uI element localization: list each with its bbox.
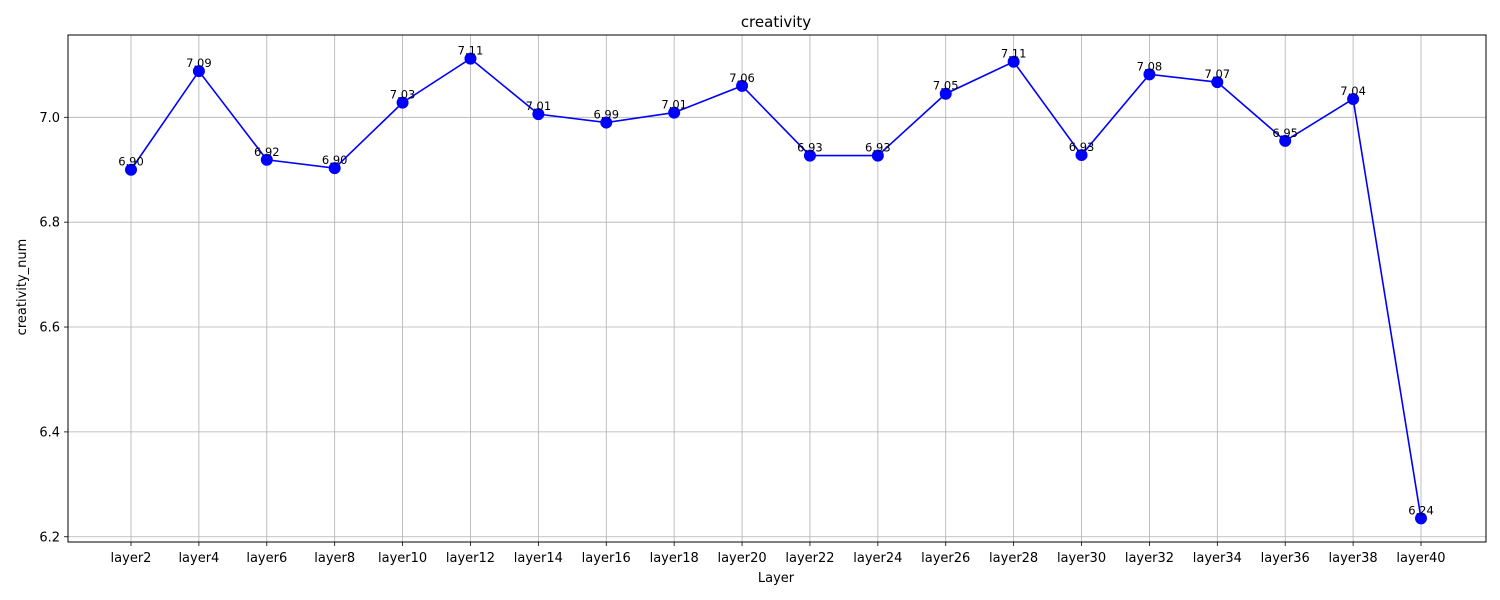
x-tick-label: layer18 [650, 551, 699, 566]
y-tick-label: 6.2 [39, 530, 60, 545]
data-point [939, 87, 952, 100]
data-point [464, 52, 477, 65]
x-tick-label: layer12 [446, 551, 495, 566]
data-labels: 6.90 7.09 6.92 6.90 7.03 7.11 7.01 6.99 7.01 7.06… [118, 44, 1434, 518]
x-tick-label: layer30 [1057, 551, 1106, 566]
x-tick-label: layer2 [111, 551, 152, 566]
y-tick-label: 6.8 [39, 216, 60, 231]
x-axis-title: Layer [758, 571, 795, 586]
x-tick-label: layer28 [989, 551, 1038, 566]
plot-area-frame [67, 34, 1487, 543]
series-creativity [125, 52, 1427, 525]
data-label: 6.93 [1069, 140, 1095, 154]
data-point [125, 163, 137, 176]
grid-lines [68, 35, 1486, 542]
axes: layer2 layer4 layer6 layer8 layer10 layer12 la… [39, 111, 1445, 566]
data-point [396, 96, 409, 109]
data-point [736, 79, 749, 92]
data-label: 6.90 [118, 155, 144, 169]
data-point [260, 153, 273, 166]
x-tick-label: layer22 [785, 551, 834, 566]
x-tick-label: layer4 [178, 551, 219, 566]
y-tick-label: 6.6 [39, 321, 60, 336]
data-point [871, 149, 884, 162]
y-tick-label: 7.0 [39, 111, 60, 126]
x-tick-label: layer32 [1125, 551, 1174, 566]
x-tick-label: layer20 [717, 551, 766, 566]
data-point [1415, 512, 1427, 525]
x-tick-label: layer38 [1329, 551, 1378, 566]
x-tick-label: layer24 [853, 551, 902, 566]
data-label: 7.06 [729, 71, 755, 85]
series-line [130, 57, 1422, 519]
data-point [803, 149, 816, 162]
x-tick-label: layer16 [582, 551, 631, 566]
data-label: 7.11 [1001, 47, 1027, 61]
data-point [1211, 76, 1224, 89]
x-tick-label: layer6 [246, 551, 287, 566]
x-tick-label: layer10 [378, 551, 427, 566]
data-label: 6.93 [797, 141, 823, 155]
data-label: 6.92 [254, 145, 280, 159]
data-label: 7.03 [390, 88, 416, 102]
data-point [192, 65, 205, 78]
data-label: 6.99 [593, 108, 619, 122]
x-tick-label: layer8 [314, 551, 355, 566]
data-point [600, 116, 613, 129]
data-label: 6.95 [1272, 126, 1298, 140]
data-label: 6.24 [1408, 503, 1434, 517]
x-tick-label: layer14 [514, 551, 563, 566]
data-label: 7.07 [1205, 67, 1231, 81]
x-tick-label: layer26 [921, 551, 970, 566]
data-point [1347, 92, 1360, 105]
data-point [1007, 55, 1020, 68]
data-label: 7.08 [1137, 59, 1163, 73]
data-label: 7.09 [186, 56, 212, 70]
data-point [1143, 68, 1156, 81]
data-label: 7.04 [1340, 84, 1366, 98]
data-label: 6.90 [322, 153, 348, 167]
data-point [1279, 134, 1292, 147]
data-point [328, 162, 341, 175]
data-label: 6.93 [865, 141, 891, 155]
chart-title: creativity [741, 13, 811, 31]
data-label: 7.11 [458, 44, 484, 58]
data-point [668, 106, 681, 119]
y-axis-title: creativity_num [15, 239, 30, 336]
x-tick-label: layer36 [1261, 551, 1310, 566]
data-label: 7.01 [661, 98, 687, 112]
data-label: 7.05 [933, 79, 959, 93]
data-label: 7.01 [526, 99, 552, 113]
y-tick-label: 6.4 [39, 425, 60, 440]
data-point [532, 108, 545, 121]
x-tick-label: layer34 [1193, 551, 1242, 566]
data-point [1075, 149, 1088, 162]
x-tick-label: layer40 [1396, 551, 1445, 566]
